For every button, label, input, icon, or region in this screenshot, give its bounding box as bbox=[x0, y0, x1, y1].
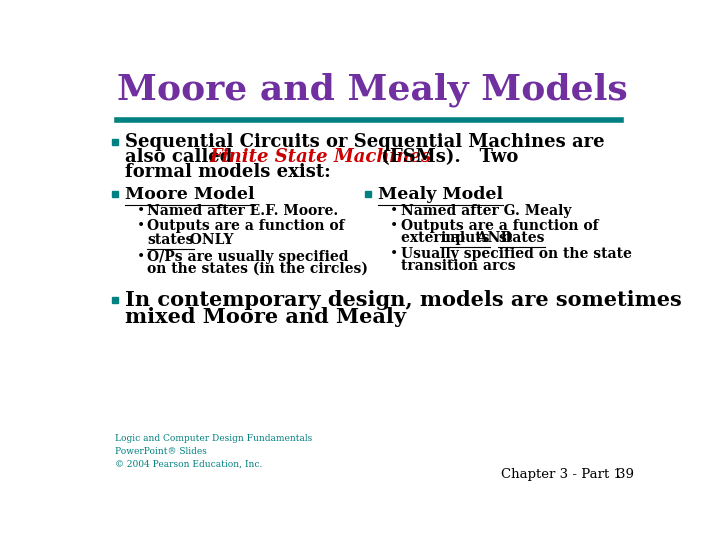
Text: •: • bbox=[137, 204, 145, 218]
Text: •: • bbox=[390, 247, 398, 260]
Text: O/Ps are usually specified: O/Ps are usually specified bbox=[148, 249, 349, 264]
Text: Named after G. Mealy: Named after G. Mealy bbox=[401, 204, 571, 218]
Bar bbox=[112, 139, 118, 145]
Text: Mealy Model: Mealy Model bbox=[377, 186, 503, 204]
Text: ONLY: ONLY bbox=[180, 233, 233, 247]
Text: Outputs are a function of: Outputs are a function of bbox=[401, 219, 598, 233]
Bar bbox=[365, 191, 372, 197]
Text: AND: AND bbox=[472, 231, 518, 245]
Text: •: • bbox=[390, 204, 398, 218]
Text: states: states bbox=[148, 233, 194, 247]
Text: mixed Moore and Mealy: mixed Moore and Mealy bbox=[125, 307, 406, 327]
Text: Outputs are a function of: Outputs are a function of bbox=[148, 219, 345, 233]
Text: inputs: inputs bbox=[441, 231, 490, 245]
Text: external: external bbox=[401, 231, 469, 245]
Text: formal models exist:: formal models exist: bbox=[125, 164, 330, 181]
Text: on the states (in the circles): on the states (in the circles) bbox=[148, 262, 369, 276]
Text: Moore and Mealy Models: Moore and Mealy Models bbox=[117, 72, 628, 107]
Text: Finite State Machines: Finite State Machines bbox=[210, 148, 431, 166]
Text: •: • bbox=[390, 219, 398, 233]
Text: states: states bbox=[498, 231, 545, 245]
Text: Sequential Circuits or Sequential Machines are: Sequential Circuits or Sequential Machin… bbox=[125, 132, 605, 151]
Text: (FSMs).   Two: (FSMs). Two bbox=[375, 148, 518, 166]
Text: Logic and Computer Design Fundamentals
PowerPoint® Slides
© 2004 Pearson Educati: Logic and Computer Design Fundamentals P… bbox=[114, 434, 312, 468]
Text: •: • bbox=[137, 219, 145, 233]
Text: Usually specified on the state: Usually specified on the state bbox=[401, 247, 631, 260]
Text: 39: 39 bbox=[617, 468, 634, 481]
Text: Named after E.F. Moore.: Named after E.F. Moore. bbox=[148, 204, 338, 218]
Bar bbox=[112, 191, 118, 197]
Text: •: • bbox=[137, 249, 145, 264]
Bar bbox=[112, 296, 118, 303]
Text: In contemporary design, models are sometimes: In contemporary design, models are somet… bbox=[125, 289, 682, 309]
Text: Moore Model: Moore Model bbox=[125, 186, 254, 204]
Text: Chapter 3 - Part 1: Chapter 3 - Part 1 bbox=[500, 468, 621, 481]
Text: also called: also called bbox=[125, 148, 238, 166]
Text: transition arcs: transition arcs bbox=[401, 259, 516, 273]
